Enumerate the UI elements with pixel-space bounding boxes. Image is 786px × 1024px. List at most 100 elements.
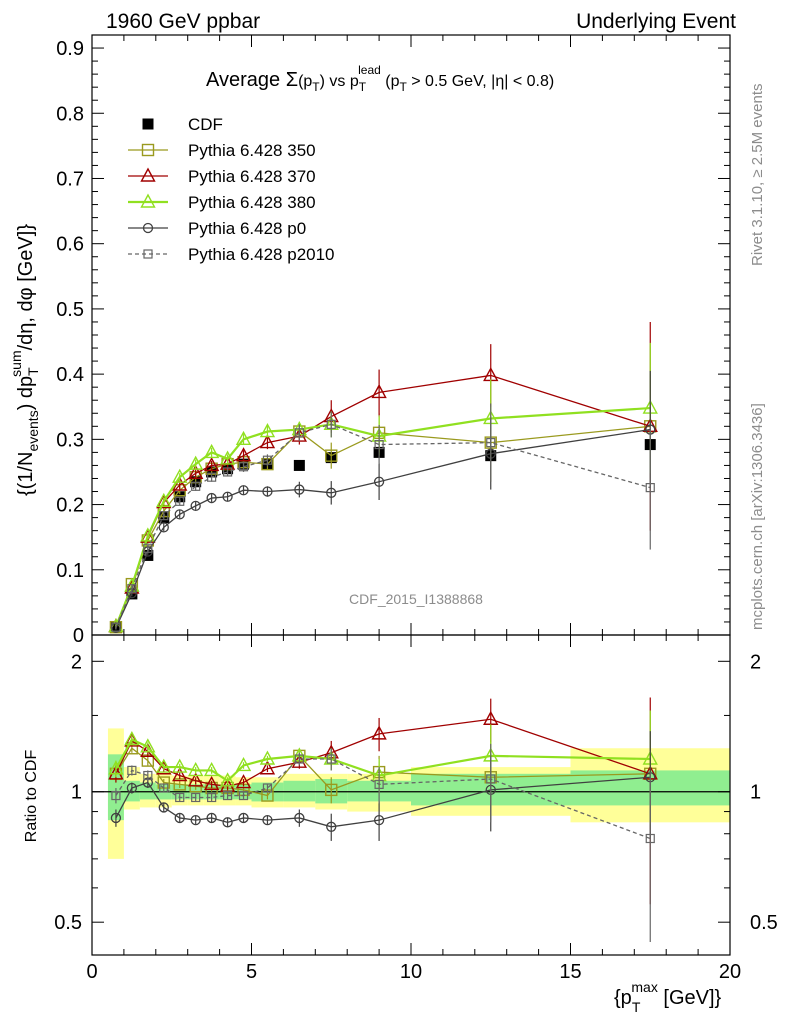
pythia-6-428-p2010-ratio-point (645, 833, 655, 844)
pythia-6-428-380-point (203, 443, 220, 459)
pythia-6-428-p2010-point (262, 455, 273, 465)
pythia-6-428-p2010-ratio-point (127, 765, 137, 776)
legend-marker-pythia-6-428-350 (141, 143, 155, 157)
pythia-6-428-p0-ratio-point (238, 812, 249, 824)
pythia-6-428-380-ratio-point (235, 756, 252, 772)
pythia-6-428-370-point (203, 456, 220, 472)
svg-text:Average Σ(pT) vs pTlead (pT >: Average Σ(pT) vs pTlead (pT > 0.5 GeV, |… (206, 63, 554, 94)
pythia-6-428-350-ratio-point (325, 783, 338, 797)
legend-marker-pythia-6-428-p2010 (143, 249, 153, 259)
ratio-plot-frame (91, 634, 731, 956)
pythia-6-428-p2010-ratio-point (374, 779, 384, 789)
pythia-6-428-380-point (156, 492, 172, 508)
pythia-6-428-p2010-point (486, 438, 496, 448)
ratio-plot-panel: 0 5 10 15 20 0.5 0.5 1 1 2 2 (54, 634, 778, 983)
rivet-side-label: Rivet 3.1.10, ≥ 2.5M events (749, 84, 766, 267)
pythia-6-428-p0-point (174, 509, 185, 520)
cdf-point (293, 459, 305, 471)
pythia-6-428-p0-ratio-point (294, 812, 305, 824)
pythia-6-428-p0-ratio-point (126, 782, 138, 794)
x-tick-label: 20 (719, 961, 741, 983)
pythia-6-428-p2010-point (207, 472, 217, 482)
pythia-6-428-p2010-ratio-point (486, 774, 496, 784)
pythia-6-428-p2010-point (374, 439, 384, 450)
pythia-6-428-380-point (187, 455, 204, 470)
pythia-6-428-370-ratio-point (187, 772, 204, 787)
legend-marker-pythia-6-428-370 (140, 167, 156, 182)
y-tick-label: 0.7 (56, 168, 84, 190)
analysis-watermark: CDF_2015_I1388868 (349, 591, 483, 607)
pythia-6-428-380-point (140, 527, 156, 542)
pythia-6-428-380-ratio-point (187, 761, 204, 777)
pythia-6-428-p2010-ratio-point (191, 792, 201, 803)
pythia-6-428-380-ratio-point (108, 760, 124, 775)
pythia-6-428-370-ratio-point (172, 767, 188, 782)
pythia-6-428-p0-ratio-point (190, 814, 201, 826)
ratio-y-tick-label: 2 (71, 651, 82, 673)
y-tick-label: 0.8 (56, 103, 84, 125)
pythia-6-428-p2010-point (222, 467, 233, 477)
legend-label-cdf: CDF (188, 115, 223, 134)
pythia-6-428-p0-point (206, 492, 217, 504)
pythia-6-428-p2010-ratio-point (294, 754, 304, 764)
ratio-y-tick-label: 1 (71, 782, 82, 804)
pythia-6-428-p2010-point (238, 462, 249, 472)
x-axis-label: {pTmax [GeV]} (614, 979, 722, 1015)
pythia-6-428-380-ratio-point (172, 758, 188, 773)
y-tick-label: 0.1 (56, 560, 84, 582)
pythia-6-428-p0-ratio-point (174, 812, 185, 824)
pythia-6-428-p2010-ratio-point (175, 792, 185, 803)
pythia-6-428-p0-line (115, 428, 651, 629)
header-right-label: Underlying Event (576, 10, 736, 33)
pythia-6-428-380-point (235, 430, 252, 446)
pythia-6-428-p2010-point (191, 481, 201, 491)
header-left-label: 1960 GeV ppbar (106, 10, 260, 33)
pythia-6-428-p2010-ratio-point (238, 790, 249, 801)
legend-marker-pythia-6-428-p0 (142, 222, 154, 234)
ratio-y-tick-label-right: 2 (750, 651, 761, 673)
y-tick-label: 0.9 (56, 38, 84, 60)
x-tick-label: 10 (400, 961, 422, 983)
pythia-6-428-p0-ratio-point (206, 812, 217, 824)
x-tick-label: 0 (86, 961, 97, 983)
pythia-6-428-380-point (172, 468, 188, 483)
pythia-6-428-p0-ratio-point (326, 821, 337, 832)
ratio-band-inner (107, 754, 124, 821)
y-tick-label: 0.5 (56, 299, 84, 321)
pythia-6-428-380-point (219, 450, 236, 465)
pythia-6-428-p0-point (238, 485, 249, 496)
pythia-6-428-p2010-point (175, 496, 185, 506)
y-tick-label: 0.3 (56, 429, 84, 451)
pythia-6-428-p2010-point (645, 483, 655, 493)
pythia-6-428-p0-point (190, 500, 201, 512)
legend-label-pythia-6-428-350: Pythia 6.428 350 (188, 141, 316, 160)
pythia-6-428-p0-ratio-point (110, 812, 122, 824)
pythia-6-428-380-point (259, 423, 276, 438)
pythia-6-428-380-line (114, 406, 651, 627)
pythia-6-428-p2010-ratio-point (222, 790, 233, 801)
pythia-6-428-p0-point (326, 487, 337, 498)
pythia-6-428-370-point (371, 383, 387, 399)
ratio-y-tick-label: 0.5 (54, 912, 82, 934)
legend-marker-pythia-6-428-380 (140, 193, 156, 208)
pythia-6-428-370-ratio-point (259, 760, 276, 775)
pythia-6-428-370-ratio-point (371, 725, 387, 740)
pythia-6-428-350-point (325, 449, 338, 462)
pythia-6-428-370-point (235, 447, 252, 462)
svg-text:{pTmax [GeV]}: {pTmax [GeV]} (614, 979, 722, 1015)
pythia-6-428-370-ratio-point (235, 774, 252, 789)
pythia-6-428-380-ratio-point (219, 772, 236, 787)
y-tick-label: 0.2 (56, 495, 84, 517)
pythia-6-428-370-ratio-point (203, 775, 220, 791)
pythia-6-428-p2010-point (143, 543, 153, 553)
pythia-6-428-370-ratio-point (108, 765, 124, 780)
ratio-band-inner (139, 782, 156, 800)
pythia-6-428-380-ratio-line (114, 738, 651, 783)
pythia-6-428-p2010-ratio-point (111, 790, 121, 801)
pythia-6-428-370-point (187, 464, 204, 479)
ratio-band-inner (283, 780, 316, 802)
x-tick-label: 15 (559, 961, 581, 983)
pythia-6-428-p2010-point (111, 622, 121, 632)
pythia-6-428-p2010-ratio-point (159, 783, 169, 793)
